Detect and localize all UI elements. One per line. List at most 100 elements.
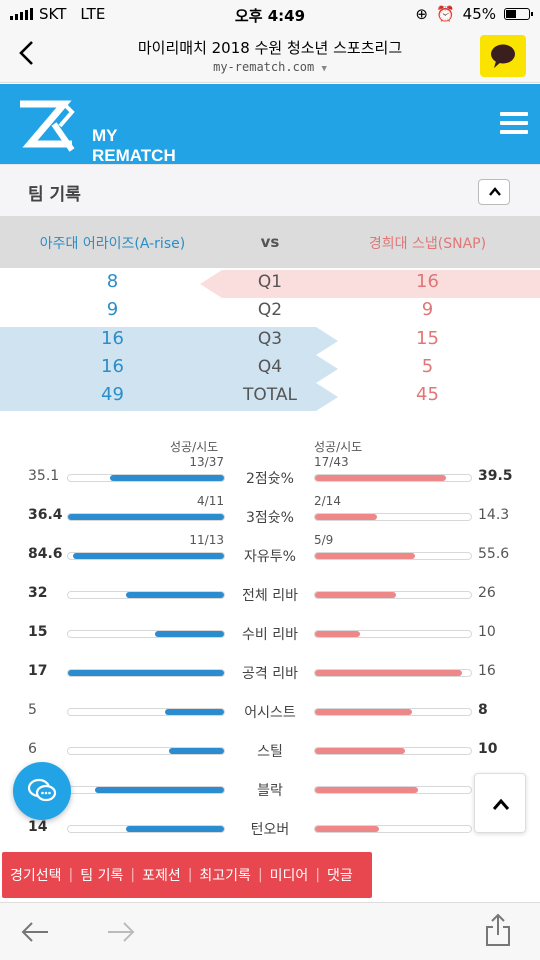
team-b-stat-value: 26 [478,585,496,601]
team-b-stat-bar [314,747,472,755]
stat-name: 2점슛% [246,471,294,487]
team-b-stat-bar-fill [315,514,377,520]
quarter-team-b-score: 15 [416,328,439,349]
quarter-label: Q2 [257,300,283,320]
team-b-stat-bar [314,591,472,599]
team-a-stat-bar-fill [155,631,224,637]
stat-row: 32 26 전체 리바 [0,582,540,612]
team-a-stat-bar-fill [73,553,224,559]
chevron-up-icon [492,798,510,810]
chat-fab-button[interactable] [13,762,71,820]
team-a-stat-bar-fill [165,709,224,715]
quarter-row: 16 Q4 5 [0,355,540,383]
quarter-row: 8 Q1 16 [0,270,540,298]
alarm-icon: ⏰ [435,5,455,23]
team-a-made-attempted: 4/11 [197,494,224,508]
quarter-team-a-score: 16 [101,328,124,349]
stat-name: 공격 리바 [242,666,298,682]
logo[interactable]: MY REMATCH [14,94,184,165]
team-a-stat-value: 32 [28,585,48,601]
chevron-left-icon [19,41,33,65]
team-a-stat-bar-fill [110,475,224,481]
stat-row: 6 10 스틸 [0,738,540,768]
kakao-share-button[interactable] [480,35,526,77]
team-a-stat-bar-fill [126,826,224,832]
team-b-stat-bar-fill [315,475,446,481]
arrow-right-icon[interactable] [106,919,136,945]
network-type: LTE [80,5,106,23]
section-title: 팀 기록 [28,185,81,205]
quarter-row: 49 TOTAL 45 [0,383,540,411]
share-icon[interactable] [484,913,512,947]
team-a-stat-value: 84.6 [28,546,63,562]
section-header: 팀 기록 [0,164,540,216]
back-button[interactable] [12,40,42,70]
quarter-team-b-score: 45 [416,384,439,405]
quarter-team-b-score: 9 [421,299,434,320]
team-b-stat-bar [314,513,472,521]
stat-row: 35.1 39.5 2점슛% 13/37 17/43 [0,455,540,495]
quarter-highlight [0,327,338,355]
stats-header-right: 성공/시도 [314,440,363,454]
team-a-made-attempted: 11/13 [189,533,224,547]
quarter-scores: 8 Q1 16 9 Q2 9 16 Q3 15 16 Q4 5 49 TOTAL 45 [0,270,540,412]
team-b-stat-bar [314,552,472,560]
team-b-stat-bar [314,708,472,716]
team-a-stat-value: 35.1 [28,468,60,484]
team-b-stat-bar [314,474,472,482]
stats-header-left: 성공/시도 [170,440,219,454]
battery-percent: 45% [462,5,496,23]
quarter-highlight [0,355,338,383]
logo-text-line2: REMATCH [92,146,176,165]
stat-name: 블락 [257,783,283,799]
team-a-stat-bar-fill [126,592,224,598]
rematch-logo-icon [20,100,75,152]
collapse-button[interactable] [478,179,510,205]
stat-row: 5 8 어시스트 [0,699,540,729]
stat-row: 블락 [0,777,540,807]
rotation-lock-icon: ⊕ [415,5,428,23]
carrier: SKT [39,5,67,23]
team-a-stat-bar [67,552,225,560]
team-a-stat-bar [67,630,225,638]
quarter-team-b-score: 16 [416,271,439,292]
stat-row: 84.6 55.6 자유투% 11/13 5/9 [0,533,540,573]
quarter-label: TOTAL [243,385,297,405]
team-a-stat-value: 5 [28,702,37,718]
stat-name: 전체 리바 [242,588,298,604]
tab-separator: | [315,867,321,883]
tab-item[interactable]: 포제션 [142,868,181,884]
team-b-stat-value: 8 [478,702,488,718]
url-text: my-rematch.com [213,60,315,74]
tab-item[interactable]: 미디어 [269,868,309,884]
quarter-team-b-score: 5 [421,356,434,377]
team-a-stat-bar [67,474,225,482]
hamburger-menu-icon[interactable] [500,112,528,136]
team-b-stat-bar [314,630,472,638]
tab-item[interactable]: 댓글 [327,868,353,884]
team-a-stat-value: 15 [28,624,48,640]
team-b-stat-bar-fill [315,631,360,637]
team-a-stat-bar-fill [169,748,224,754]
team-b-stat-bar-fill [315,709,412,715]
tab-item[interactable]: 최고기록 [199,868,251,884]
quarter-label: Q1 [257,272,283,292]
team-a-stat-value: 14 [28,819,48,835]
arrow-left-icon[interactable] [20,919,50,945]
tab-item[interactable]: 팀 기록 [80,868,124,884]
stat-name: 어시스트 [244,705,296,721]
team-b-stat-bar-fill [315,748,405,754]
scroll-top-button[interactable] [474,773,526,833]
tab-separator: | [130,867,136,883]
tab-item[interactable]: 경기선택 [10,868,62,884]
stat-name: 스틸 [257,744,283,760]
team-a-stat-value: 36.4 [28,507,63,523]
url-button[interactable]: my-rematch.com ▼ [90,60,450,74]
quarter-row: 16 Q3 15 [0,327,540,355]
team-a-stat-bar [67,825,225,833]
team-b-made-attempted: 17/43 [314,455,349,469]
team-b-stat-value: 16 [478,663,496,679]
quarter-highlight [200,270,540,298]
team-b-stat-bar-fill [315,787,418,793]
team-a-stat-bar-fill [68,514,224,520]
